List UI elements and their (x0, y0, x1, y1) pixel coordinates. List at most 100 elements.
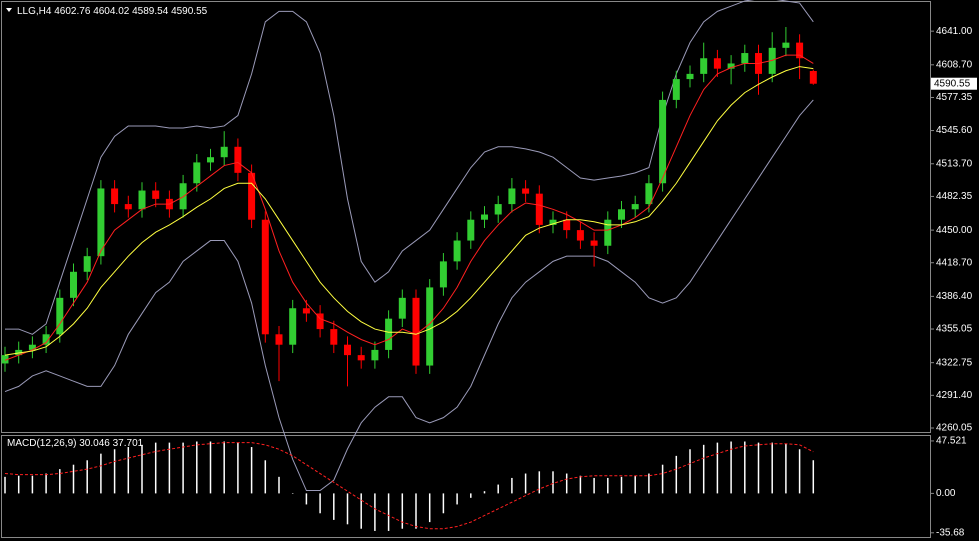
macd-bar (661, 464, 664, 494)
close-value: 4590.55 (171, 6, 208, 17)
candle-body (344, 344, 351, 356)
macd-bar (100, 453, 102, 494)
y-tick-label: 4418.70 (936, 257, 973, 268)
moving-average (4, 54, 814, 361)
macd-bar (771, 442, 773, 494)
candle-body (111, 188, 119, 205)
candle-body (494, 204, 502, 215)
candle-body (508, 188, 516, 205)
y-tick-label: 47.521 (936, 436, 967, 447)
macd-bar (45, 473, 47, 494)
macd-bar (387, 493, 390, 531)
macd-panel-border (1, 435, 931, 538)
candle-body (590, 240, 598, 246)
candle-body (15, 349, 23, 356)
price-panel-border (1, 1, 931, 433)
candle-body (631, 204, 639, 210)
candle-body (618, 209, 625, 220)
open-value: 4602.76 (54, 6, 91, 17)
candle-body (193, 162, 201, 184)
candle-body (385, 318, 393, 350)
macd-bar (333, 493, 335, 520)
macd-bar (511, 477, 513, 494)
macd-bar (456, 493, 458, 505)
candle-body (741, 53, 749, 64)
macd-bar (141, 444, 143, 494)
macd-bar (757, 442, 760, 494)
macd-bar (812, 460, 815, 494)
macd-bar (483, 491, 486, 494)
macd-bar (538, 471, 541, 494)
candle-body (1, 355, 9, 364)
macd-bar (415, 493, 417, 529)
candle-body (563, 219, 571, 231)
y-tick-label: 4608.70 (936, 59, 973, 70)
signal-value: 37.701 (113, 438, 144, 449)
candle-body (83, 256, 91, 272)
candle-body (713, 58, 721, 69)
macd-bar (524, 473, 527, 494)
signal-line (4, 442, 814, 530)
candle-body (42, 334, 50, 345)
macd-bar (17, 475, 20, 494)
chart-title: LLG,H4 (17, 6, 52, 17)
candle-body (207, 157, 214, 163)
macd-bar (634, 475, 636, 494)
y-tick-label: 0.00 (936, 488, 956, 499)
candle-body (467, 219, 475, 241)
y-tick-label: 4577.35 (936, 92, 973, 103)
macd-bar (785, 443, 787, 494)
candle-body (686, 73, 694, 80)
macd-bar (798, 449, 801, 494)
low-value: 4589.54 (132, 6, 169, 17)
candle-body (522, 188, 530, 194)
candle-body (316, 313, 324, 330)
macd-bar (346, 493, 349, 525)
candle-body (138, 190, 146, 210)
candle-body (809, 71, 817, 84)
macd-bar (565, 473, 568, 494)
moving-average (4, 66, 814, 356)
macd-bar (648, 473, 650, 494)
candle-body (275, 334, 283, 345)
candle-body (371, 349, 379, 361)
y-tick-label: 4513.70 (936, 158, 973, 169)
candle-body (56, 297, 64, 335)
macd-bar (552, 471, 554, 494)
y-tick-label: 4450.00 (936, 225, 973, 236)
candle-body (97, 188, 105, 257)
macd-bar (702, 444, 705, 494)
high-value: 4604.02 (93, 6, 130, 17)
macd-bar (360, 493, 362, 529)
candle-body (481, 214, 488, 220)
macd-bar (675, 455, 678, 494)
macd-bar (86, 460, 88, 494)
candle-body (124, 204, 132, 210)
bollinger-band (4, 99, 814, 492)
candle-body (330, 329, 338, 345)
menu-triangle[interactable] (6, 8, 12, 12)
macd-bar (31, 475, 34, 494)
macd-header: MACD(12,26,9) 30.046 37.701 (7, 438, 144, 449)
macd-bar (154, 442, 157, 494)
candle-body (289, 308, 297, 345)
candle-body (796, 42, 804, 59)
candle-body (604, 219, 612, 246)
chart-header: LLG,H4 4602.76 4604.02 4589.54 4590.55 (17, 6, 208, 17)
macd-bar (223, 441, 225, 494)
bollinger-band (5, 0, 814, 335)
candle-body (398, 297, 406, 319)
y-tick-label: 4355.05 (936, 324, 973, 335)
candle-body (234, 146, 242, 173)
candle-body (152, 190, 160, 199)
y-tick-label: 4482.35 (936, 191, 973, 202)
candle-body (70, 271, 77, 298)
macd-bar (689, 449, 691, 494)
macd-bar (497, 484, 499, 494)
macd-title: MACD(12,26,9) (7, 438, 76, 449)
price-label-box (931, 77, 977, 90)
macd-bar (209, 441, 212, 494)
candle-body (672, 79, 680, 100)
macd-bar (428, 493, 431, 523)
